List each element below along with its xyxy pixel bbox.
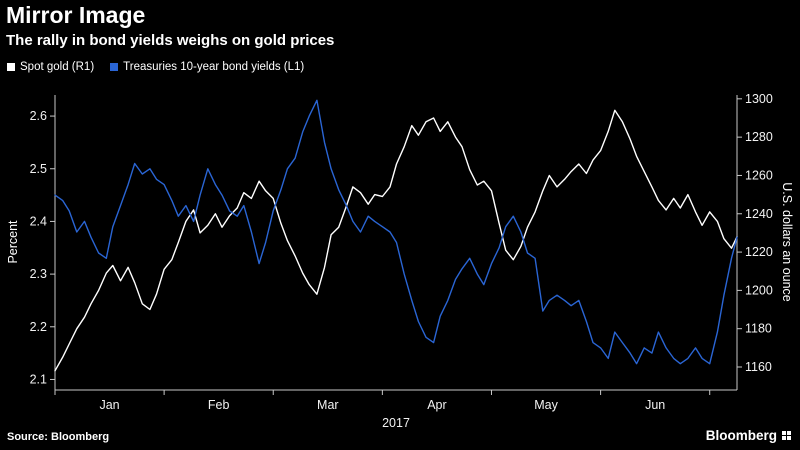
spot-gold-legend-label: Spot gold (R1) [20,61,95,73]
x-tick-label: Mar [317,398,339,412]
source-attribution: Source: Bloomberg [7,431,110,443]
right-tick-label: 1220 [745,245,773,259]
left-tick-label: 2.4 [30,214,47,228]
x-axis-year-label: 2017 [382,416,410,428]
legend: Spot gold (R1) Treasuries 10-year bond y… [7,61,304,73]
left-tick-label: 2.5 [30,162,47,176]
legend-item-spot-gold: Spot gold (R1) [7,61,94,73]
right-tick-label: 1200 [745,283,773,297]
bloomberg-logo: Bloomberg [706,428,791,443]
x-tick-label: Apr [427,398,446,412]
spot-gold-swatch [7,63,15,71]
right-tick-label: 1160 [745,360,772,374]
chart-subtitle: The rally in bond yields weighs on gold … [6,32,335,49]
plot-area: 2.1 2.2 2.3 2.4 2.5 2.6 1160 1180 1200 1220 1240 12… [30,92,773,428]
left-tick-label: 2.2 [30,320,47,334]
x-tick-label: May [534,398,558,412]
right-tick-label: 1280 [745,130,773,144]
x-tick-label: Jan [99,398,119,412]
spot-gold-line [54,109,738,372]
treasury-10y-yield-line [54,99,738,365]
right-tick-label: 1180 [745,322,772,336]
treasury-yields-legend-label: Treasuries 10-year bond yields (L1) [123,61,305,73]
left-tick-label: 2.3 [30,267,47,281]
left-tick-label: 2.6 [30,109,47,123]
x-tick-label: Jun [645,398,665,412]
bloomberg-wordmark: Bloomberg [705,428,777,443]
left-tick-label: 2.1 [30,372,47,386]
legend-item-treasury-yields: Treasuries 10-year bond yields (L1) [110,61,304,73]
bloomberg-grid-icon [782,431,791,440]
right-tick-label: 1240 [745,207,773,221]
right-tick-label: 1300 [745,92,773,106]
right-tick-label: 1260 [745,168,773,182]
x-tick-label: Feb [208,398,230,412]
treasury-yields-swatch [110,63,119,71]
chart-title: Mirror Image [6,2,146,28]
